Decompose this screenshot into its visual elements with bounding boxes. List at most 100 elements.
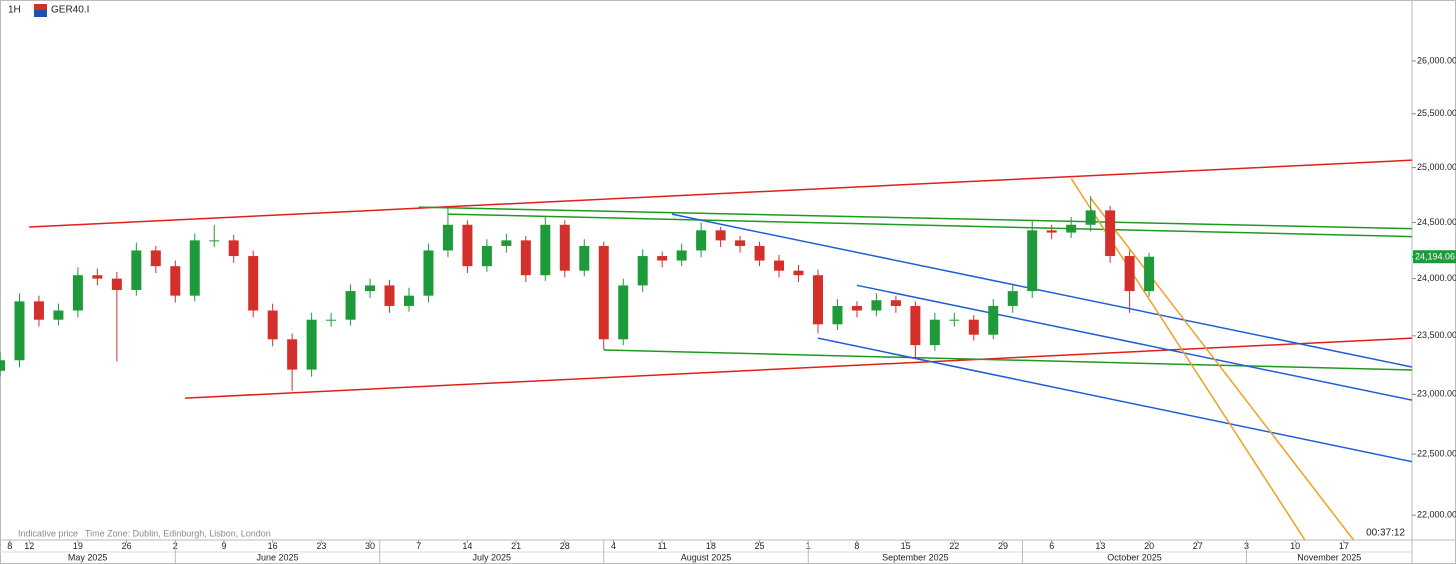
candle-body <box>968 319 979 335</box>
countdown: 00:37:12 <box>1366 528 1405 539</box>
trendline <box>418 206 1412 230</box>
x-tick-label: 22 <box>949 541 959 551</box>
last-price-label: 24,194.06 <box>1415 252 1455 262</box>
candle-body <box>326 319 337 321</box>
candle-body <box>793 270 804 276</box>
candle-body <box>462 224 473 267</box>
candle-body <box>774 260 785 271</box>
time-zone: Time Zone: Dublin, Edinburgh, Lisbon, Lo… <box>85 528 271 538</box>
candle-body <box>248 256 259 311</box>
candle-body <box>442 224 453 251</box>
x-tick-label: 6 <box>1049 541 1054 551</box>
candle-body <box>189 240 200 296</box>
candle-body <box>988 305 999 335</box>
candle-body <box>267 310 278 340</box>
candle-body <box>345 291 356 320</box>
candle-body <box>92 275 103 279</box>
symbol: GER40.I <box>51 5 89 16</box>
x-tick-label: 8 <box>7 541 12 551</box>
candle-body <box>812 275 823 325</box>
candle-body <box>14 301 25 361</box>
month-label: July 2025 <box>472 552 511 562</box>
x-tick-label: 7 <box>416 541 421 551</box>
x-tick-label: 15 <box>901 541 911 551</box>
x-tick-label: 11 <box>658 541 667 551</box>
candle-body <box>287 339 298 370</box>
month-label: May 2025 <box>68 552 108 562</box>
candle-body <box>910 305 921 346</box>
candle-body <box>715 230 726 241</box>
candle-body <box>890 300 901 306</box>
y-tick-label: 24,500.00 <box>1417 217 1456 227</box>
candle-body <box>579 245 590 271</box>
candle-body <box>365 285 376 292</box>
footer-note: Indicative price <box>18 528 78 538</box>
last-price-box <box>1413 250 1456 264</box>
candle-body <box>735 240 746 246</box>
candle-body <box>871 300 882 311</box>
candle-body <box>1046 230 1057 233</box>
candle-body <box>696 230 707 251</box>
candle-body <box>1027 230 1038 292</box>
candle-body <box>559 224 570 271</box>
x-tick-label: 29 <box>998 541 1008 551</box>
candle-body <box>1144 256 1155 292</box>
y-tick-label: 25,500.00 <box>1417 108 1456 118</box>
candle-body <box>832 305 843 325</box>
month-label: August 2025 <box>681 552 732 562</box>
trendline <box>184 337 1412 399</box>
symbol-icon <box>34 4 47 17</box>
interval: 1H <box>8 5 21 16</box>
month-label: October 2025 <box>1107 552 1162 562</box>
candle-body <box>72 275 83 311</box>
y-tick-label: 23,000.00 <box>1417 389 1456 399</box>
x-tick-label: 26 <box>122 541 132 551</box>
candle-body <box>754 245 765 261</box>
candle-body <box>33 301 44 320</box>
trendline <box>1090 197 1355 540</box>
x-tick-label: 20 <box>1144 541 1154 551</box>
candle-body <box>851 305 862 311</box>
x-tick-label: 9 <box>221 541 226 551</box>
y-tick-label: 25,000.00 <box>1417 162 1456 172</box>
y-tick-label: 26,000.00 <box>1417 55 1456 65</box>
candle-body <box>384 285 395 306</box>
candle-body <box>0 360 5 371</box>
candle-body <box>53 310 64 320</box>
x-tick-label: 16 <box>268 541 278 551</box>
x-tick-label: 19 <box>73 541 83 551</box>
x-tick-label: 12 <box>24 541 34 551</box>
x-tick-label: 21 <box>511 541 521 551</box>
x-tick-label: 13 <box>1095 541 1105 551</box>
candle-body <box>1007 291 1018 306</box>
candle-body <box>481 245 492 267</box>
trendline <box>817 337 1412 463</box>
candle-body <box>150 250 161 267</box>
candle-body <box>929 319 940 346</box>
candle-body <box>170 266 181 296</box>
trendline <box>447 213 1412 238</box>
candle-body <box>131 250 142 290</box>
x-tick-label: 10 <box>1290 541 1300 551</box>
candle-body <box>637 256 648 286</box>
y-tick-label: 24,000.00 <box>1417 273 1456 283</box>
candle-body <box>949 319 960 321</box>
x-tick-label: 18 <box>706 541 716 551</box>
trendline <box>29 159 1412 228</box>
candle-body <box>1085 210 1096 225</box>
candle-body <box>1105 210 1116 257</box>
x-tick-label: 28 <box>560 541 570 551</box>
candle-body <box>209 240 220 242</box>
x-tick-label: 4 <box>611 541 616 551</box>
x-tick-label: 8 <box>854 541 859 551</box>
candle-body <box>1066 224 1077 233</box>
candle-body <box>598 245 609 340</box>
x-tick-label: 25 <box>755 541 765 551</box>
x-tick-label: 23 <box>316 541 326 551</box>
y-tick-label: 22,000.00 <box>1417 510 1456 520</box>
trendline <box>603 349 1412 371</box>
x-tick-label: 14 <box>462 541 472 551</box>
candle-body <box>501 240 512 246</box>
